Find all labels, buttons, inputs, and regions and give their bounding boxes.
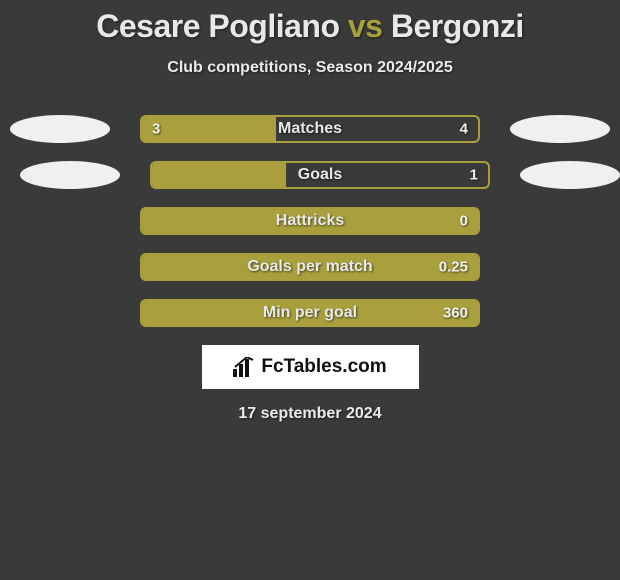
stat-value-right: 360 [443,305,468,322]
stat-bar: Hattricks 0 [140,207,480,235]
stat-bar: Goals per match 0.25 [140,253,480,281]
player1-avatar-pill [20,161,120,189]
stat-row: Hattricks 0 [0,207,620,235]
player2-avatar-pill [510,115,610,143]
site-logo[interactable]: FcTables.com [202,345,419,389]
stat-value-left: 3 [152,121,160,138]
player2-avatar-pill [520,161,620,189]
stat-value-right: 1 [470,167,478,184]
stat-label: Matches [278,120,342,138]
stat-label: Min per goal [263,304,357,322]
stat-row: Goals 1 [0,161,620,189]
stat-bar: 3 Matches 4 [140,115,480,143]
stat-label: Hattricks [276,212,344,230]
stat-row: 3 Matches 4 [0,115,620,143]
title-player1: Cesare Pogliano [96,8,339,44]
stat-row: Goals per match 0.25 [0,253,620,281]
stat-label: Goals per match [247,258,372,276]
player1-avatar-pill [10,115,110,143]
stat-value-right: 0 [460,213,468,230]
stat-row: Min per goal 360 [0,299,620,327]
subtitle: Club competitions, Season 2024/2025 [0,59,620,77]
stat-label: Goals [298,166,342,184]
stat-bar-fill [152,163,286,187]
stat-bar-fill [142,117,276,141]
title-player2: Bergonzi [391,8,524,44]
page-title: Cesare Pogliano vs Bergonzi [0,0,620,45]
date-text: 17 september 2024 [0,405,620,423]
stat-value-right: 0.25 [439,259,468,276]
stat-bar: Min per goal 360 [140,299,480,327]
stat-value-right: 4 [460,121,468,138]
chart-icon [233,357,255,377]
title-vs: vs [348,8,383,44]
stat-bar: Goals 1 [150,161,490,189]
logo-text: FcTables.com [261,356,386,378]
